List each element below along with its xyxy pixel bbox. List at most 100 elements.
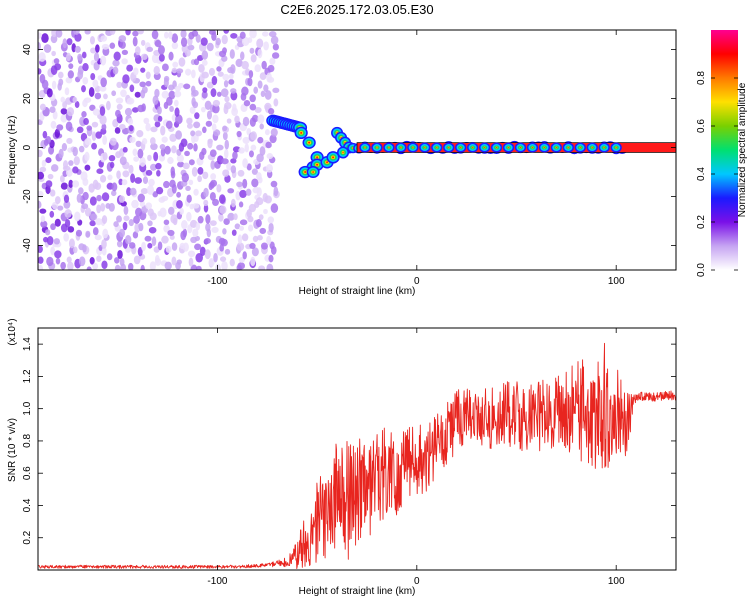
spectrogram-cell — [92, 179, 99, 190]
spectrogram-cell — [60, 114, 68, 123]
spectrogram-cell — [261, 31, 269, 37]
spectrogram-cell — [100, 77, 107, 88]
spectrogram-cell — [175, 130, 182, 140]
y-tick-label: -20 — [22, 189, 33, 204]
spectrogram-cell — [150, 143, 158, 151]
snr-x-axis-label: Height of straight line (km) — [299, 586, 416, 597]
spectrogram-cell — [224, 148, 229, 159]
spectrogram-cell — [238, 225, 245, 231]
spectrogram-cell — [146, 184, 154, 195]
spectrogram-cell — [156, 106, 162, 115]
spectrogram-cell — [212, 104, 220, 114]
spectrogram-cell — [96, 204, 102, 214]
spectrogram-cell — [171, 242, 178, 251]
spectrogram-cell — [77, 65, 84, 75]
ridge-blob — [460, 146, 462, 149]
spectrogram-cell — [160, 195, 169, 202]
spectrogram-cell — [168, 90, 176, 100]
spectrogram-cell — [133, 156, 140, 162]
spectrogram-cell — [250, 256, 256, 267]
spectrogram-cell — [247, 77, 253, 87]
spectrogram-cell — [224, 102, 232, 110]
spectrogram-cell — [101, 215, 108, 224]
spectrogram-cell — [123, 215, 130, 222]
spectrogram-cell — [144, 235, 152, 242]
ridge-blob — [316, 163, 319, 166]
spectrogram-cell — [266, 153, 274, 160]
spectrogram-cell — [205, 120, 213, 127]
spectrogram-cell — [66, 137, 73, 145]
spectrogram-cell — [128, 242, 136, 249]
spectrogram-cell — [227, 212, 235, 221]
spectrogram-cell — [211, 31, 217, 42]
spectrogram-cell — [99, 85, 107, 92]
x-tick-label: -100 — [207, 576, 227, 587]
spectrogram-cell — [126, 187, 132, 196]
spectrogram-cell — [162, 63, 169, 72]
ridge-blob — [304, 171, 307, 174]
ridge-blob — [507, 146, 510, 149]
spectrogram-cell — [272, 87, 280, 94]
spectrogram-cell — [84, 137, 92, 146]
spectrogram-cell — [82, 191, 89, 201]
y-tick-label: 0 — [22, 144, 33, 150]
spectrogram-cell — [201, 50, 209, 60]
spectrogram-cell — [65, 121, 73, 132]
spectrogram-cell — [78, 256, 86, 267]
spectrogram-cell — [38, 32, 42, 39]
spectrogram-cell — [68, 179, 74, 188]
spectrogram-cell — [111, 190, 117, 197]
ridge-blob — [326, 161, 329, 164]
spectrogram-cell — [264, 195, 272, 204]
spectrogram-cell — [187, 250, 196, 258]
spectrogram-cell — [109, 30, 116, 35]
y-tick-label: 1.0 — [22, 401, 33, 415]
spectrogram-cell — [119, 156, 127, 166]
spectrogram-cell — [74, 100, 80, 109]
spectrogram-cell — [205, 223, 211, 232]
spectrogram-cell — [267, 216, 275, 224]
ridge-blob — [519, 146, 522, 149]
ridge-blob — [448, 146, 450, 149]
spectrogram-cell — [226, 162, 232, 171]
spectrogram-cell — [132, 231, 139, 239]
spectrogram-cell — [202, 87, 208, 93]
spectrogram-cell — [216, 144, 224, 151]
spectrogram-cell — [203, 199, 209, 207]
ridge-blob — [567, 146, 569, 149]
spectrogram-cell — [56, 124, 64, 131]
spectrogram-cell — [81, 111, 87, 118]
spectrogram-cell — [238, 147, 245, 154]
spectrogram-cell — [266, 235, 272, 245]
spectrogram-cell — [167, 229, 175, 237]
spectrogram-cell — [38, 256, 44, 264]
spectrogram-cell — [219, 194, 226, 204]
spectrogram-cell — [132, 107, 139, 113]
spectrogram-cell — [242, 116, 250, 127]
spectrogram-cell — [158, 53, 165, 62]
spectrogram-cell — [142, 137, 148, 145]
spectrogram-cell — [108, 202, 115, 212]
spectrogram-cell — [212, 198, 220, 207]
spectrogram-cell — [270, 35, 279, 45]
spectrogram-cell — [99, 114, 107, 125]
spectrogram-cell — [195, 222, 201, 231]
spectrogram-cell — [91, 121, 99, 128]
spectrogram-cell — [209, 191, 216, 201]
spectrogram-cell — [49, 189, 56, 197]
colorbar-ticks: 0.0 0.2 0.4 0.6 0.8 — [696, 71, 738, 277]
colorbar-tick-label: 0.6 — [696, 119, 707, 133]
spectrogram-cell — [237, 262, 246, 270]
spectrogram-cell — [99, 174, 107, 183]
spectrogram-cell — [46, 236, 54, 246]
spectrogram-cell — [195, 34, 201, 43]
spectrogram-cell — [43, 44, 52, 53]
spectrogram-marks — [38, 30, 676, 270]
spectrogram-cell — [99, 106, 106, 116]
spectrogram-cell — [127, 117, 134, 126]
spectrogram-cell — [138, 222, 144, 232]
spectrogram-cell — [89, 196, 97, 206]
ridge-blob — [412, 146, 414, 149]
spectrogram-cell — [80, 171, 88, 182]
ridge-blob — [332, 156, 335, 159]
